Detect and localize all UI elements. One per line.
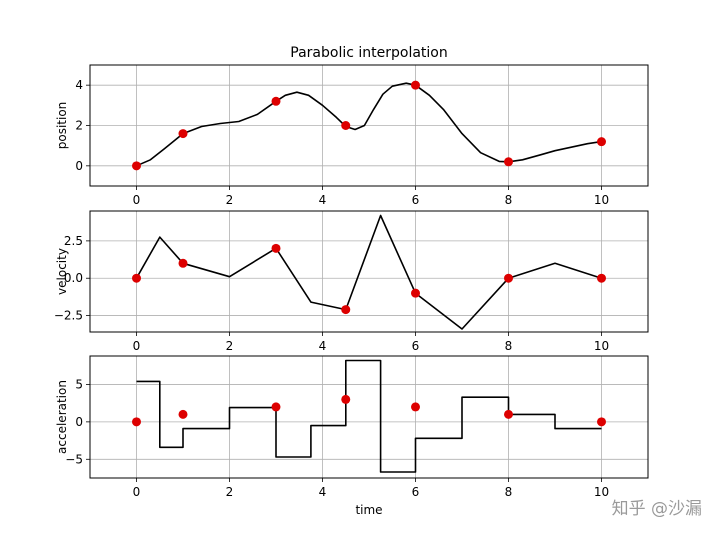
acceleration-xtick-label: 2 <box>226 485 234 499</box>
acceleration-xtick-label: 8 <box>505 485 513 499</box>
position-xtick-label: 4 <box>319 193 327 207</box>
velocity-ytick-label: −2.5 <box>54 309 83 323</box>
subplots-group: 0 2 4 6 8 10 0 2 4 position 0 2 4 6 8 10 −2.5 0.0 2.5veloc… <box>54 64 649 499</box>
position-axes-frame <box>89 64 649 187</box>
acceleration-data-point <box>597 417 606 427</box>
position-xtick-label: 6 <box>412 193 420 207</box>
velocity-data-point <box>178 258 188 268</box>
acceleration-data-point <box>132 417 141 427</box>
acceleration-data-point <box>271 402 281 412</box>
position-xtick-label: 10 <box>594 193 609 207</box>
velocity-xtick-label: 4 <box>319 339 327 353</box>
position-data-point <box>271 96 281 106</box>
acceleration-xtick-label: 4 <box>319 485 327 499</box>
watermark-text: 知乎 @沙漏 <box>612 499 702 519</box>
acceleration-data-point <box>178 409 188 419</box>
velocity-axes-frame <box>89 210 649 333</box>
position-xtick-label: 0 <box>133 193 141 207</box>
velocity-y-axis-label: velocity <box>55 248 69 295</box>
position-y-axis-label: position <box>55 102 69 150</box>
acceleration-data-point <box>341 394 351 404</box>
x-axis-label: time <box>355 503 382 517</box>
acceleration-axes-frame <box>89 355 649 479</box>
acceleration-y-axis-label: acceleration <box>55 380 69 454</box>
position-data-point <box>341 121 351 130</box>
position-data-point <box>178 129 188 139</box>
position-series-line <box>136 82 602 167</box>
acceleration-data-point <box>504 409 513 419</box>
acceleration-ytick-label: −5 <box>65 452 83 466</box>
position-xtick-label: 8 <box>505 193 513 207</box>
velocity-series-line <box>135 214 602 330</box>
position-xtick-label: 2 <box>226 193 234 207</box>
velocity-xtick-label: 0 <box>133 339 141 353</box>
position-ytick-label: 4 <box>75 78 83 92</box>
position-data-point <box>597 137 606 147</box>
velocity-xtick-label: 10 <box>594 339 609 353</box>
velocity-data-point <box>341 305 351 315</box>
velocity-data-point <box>132 273 141 283</box>
velocity-data-point <box>504 273 513 283</box>
acceleration-xtick-label: 6 <box>412 485 420 499</box>
velocity-ytick-label: 0.0 <box>64 271 83 285</box>
acceleration-xtick-label: 10 <box>594 485 609 499</box>
acceleration-ytick-label: 0 <box>75 415 83 429</box>
velocity-data-point <box>411 288 420 298</box>
velocity-data-point <box>597 273 606 283</box>
velocity-data-point <box>271 243 281 253</box>
position-ytick-label: 0 <box>75 159 83 173</box>
position-data-point <box>411 80 420 90</box>
position-subplot: 0 2 4 6 8 10 0 2 4 position <box>55 64 649 207</box>
chart-title: Parabolic interpolation <box>290 45 447 61</box>
position-data-point <box>132 161 141 171</box>
acceleration-data-point <box>411 402 420 412</box>
acceleration-subplot: 0 2 4 6 8 10 −5 0 5 acceleration <box>55 355 649 499</box>
position-data-point <box>504 157 513 167</box>
velocity-xtick-label: 2 <box>226 339 234 353</box>
acceleration-xtick-label: 0 <box>133 485 141 499</box>
position-ytick-label: 2 <box>75 119 83 133</box>
acceleration-series-line <box>136 359 602 473</box>
velocity-ytick-label: 2.5 <box>64 234 83 248</box>
acceleration-ytick-label: 5 <box>75 377 83 391</box>
velocity-xtick-label: 8 <box>505 339 513 353</box>
velocity-xtick-label: 6 <box>412 339 420 353</box>
